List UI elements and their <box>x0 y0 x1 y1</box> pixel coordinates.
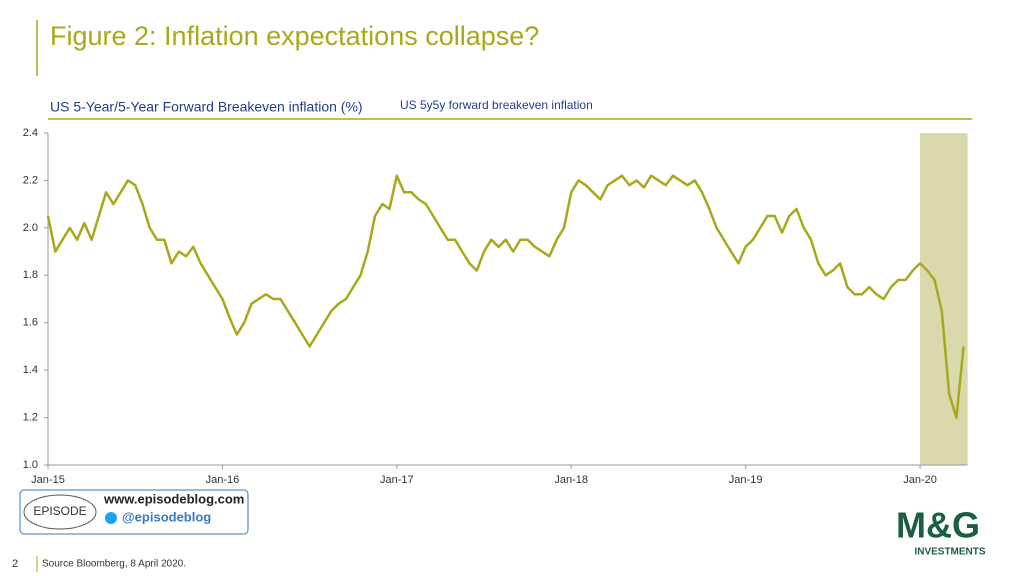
y-tick-label: 2.4 <box>23 127 38 139</box>
x-tick-label: Jan-18 <box>554 474 588 486</box>
brand-logo: M&G <box>896 505 980 546</box>
blog-handle: @episodeblog <box>122 509 211 524</box>
y-tick-label: 1.4 <box>23 364 38 376</box>
x-tick-label: Jan-16 <box>206 474 240 486</box>
x-tick-label: Jan-19 <box>729 474 763 486</box>
blog-url: www.episodeblog.com <box>103 491 244 506</box>
legend-label: US 5y5y forward breakeven inflation <box>400 98 593 112</box>
blog-logo: EPISODE <box>33 504 86 518</box>
y-tick-label: 1.2 <box>23 411 38 423</box>
blog-logo-ring <box>23 494 97 530</box>
x-tick-label: Jan-17 <box>380 474 414 486</box>
highlight-band <box>920 133 968 465</box>
source: Source Bloomberg, 8 April 2020. <box>42 559 186 570</box>
brand-sub: INVESTMENTS <box>914 547 985 558</box>
y-tick-label: 2.2 <box>23 174 38 186</box>
y-tick-label: 2.0 <box>23 222 38 234</box>
y-tick-label: 1.8 <box>23 269 38 281</box>
y-tick-label: 1.0 <box>23 459 38 471</box>
data-line <box>46 174 965 419</box>
page-number: 2 <box>12 558 18 570</box>
twitter-icon <box>105 512 117 524</box>
slide-title: Figure 2: Inflation expectations collaps… <box>50 21 539 51</box>
x-tick-label: Jan-20 <box>903 474 937 486</box>
y-tick-label: 1.6 <box>23 317 38 329</box>
x-tick-label: Jan-15 <box>31 474 65 486</box>
chart-subtitle: US 5-Year/5-Year Forward Breakeven infla… <box>50 99 363 115</box>
